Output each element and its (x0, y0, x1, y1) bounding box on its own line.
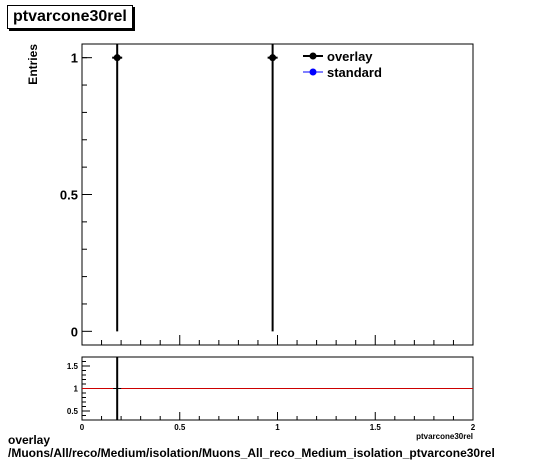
ratio-x-tick-label: 2 (471, 423, 476, 432)
y-axis-label: Entries (26, 44, 40, 85)
chart-title: ptvarcone30rel (7, 5, 133, 29)
y-tick-label: 0 (71, 324, 78, 339)
main-plot-frame (81, 43, 474, 346)
legend-label: standard (327, 65, 382, 80)
ratio-x-tick-label: 0 (80, 423, 85, 432)
legend-marker (309, 52, 317, 60)
ratio-x-tick-label: 1.5 (370, 423, 382, 432)
footer-line-2: /Muons/All/reco/Medium/isolation/Muons_A… (8, 446, 495, 460)
data-point (269, 54, 277, 62)
y-tick-label: 0.5 (60, 188, 78, 203)
x-axis-label: ptvarcone30rel (416, 432, 473, 441)
legend-marker (309, 68, 317, 76)
ratio-y-tick-label: 1.5 (67, 362, 79, 371)
ratio-y-tick-label: 1 (74, 385, 79, 394)
footer-line-1: overlay (8, 433, 51, 447)
ratio-x-tick-label: 1 (275, 423, 280, 432)
data-point (113, 54, 121, 62)
legend-label: overlay (327, 49, 373, 64)
ratio-x-tick-label: 0.5 (174, 423, 186, 432)
ratio-y-tick-label: 0.5 (67, 407, 79, 416)
y-tick-label: 1 (71, 51, 78, 66)
